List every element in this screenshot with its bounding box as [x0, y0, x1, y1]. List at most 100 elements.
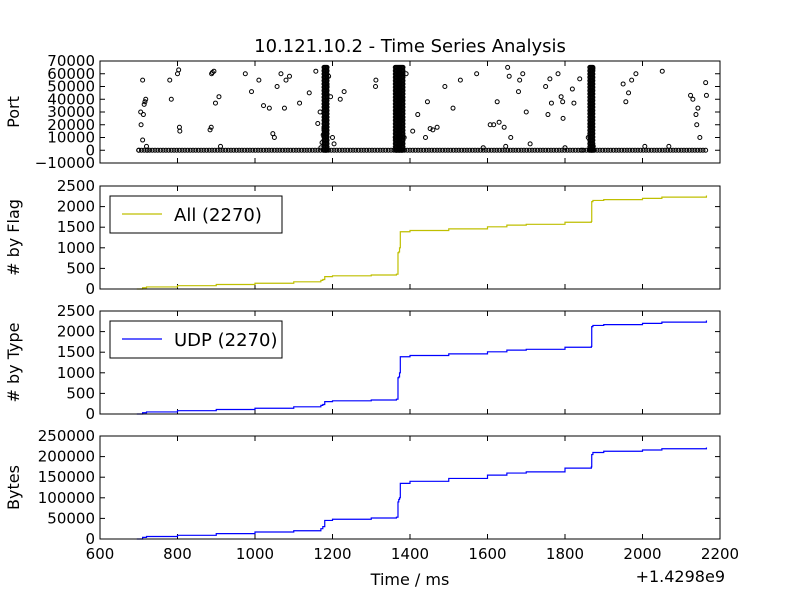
port-point — [635, 147, 641, 153]
port-point — [590, 98, 596, 104]
port-point — [331, 141, 337, 147]
port-point — [138, 147, 144, 153]
port-point — [400, 131, 406, 137]
port-point — [209, 147, 215, 153]
x-tick-label: 2000 — [623, 545, 661, 563]
port-point — [480, 147, 486, 153]
port-point — [590, 134, 596, 140]
port-point — [623, 99, 629, 105]
port-point — [400, 134, 406, 140]
by-type-ytick-label: 2000 — [57, 323, 95, 341]
port-point — [545, 147, 551, 153]
port-point — [681, 147, 687, 153]
port-point — [464, 147, 470, 153]
port-point — [400, 107, 406, 113]
port-point — [686, 147, 692, 153]
by-flag-series-line — [136, 195, 708, 290]
port-point — [242, 147, 248, 153]
port-point — [605, 147, 611, 153]
port-point — [266, 105, 272, 111]
port-point — [700, 147, 706, 153]
port-point — [570, 147, 576, 153]
port-point — [223, 147, 229, 153]
port-point — [590, 71, 596, 77]
port-point — [578, 147, 584, 153]
port-point — [453, 147, 459, 153]
port-ytick-label: 10000 — [47, 129, 95, 147]
port-point — [521, 147, 527, 153]
port-point — [350, 147, 356, 153]
port-point — [502, 147, 508, 153]
port-point — [676, 147, 682, 153]
port-point — [590, 137, 596, 143]
x-tick-label: 1400 — [391, 545, 429, 563]
port-point — [543, 147, 549, 153]
x-tick-label: 1600 — [468, 545, 506, 563]
port-point — [163, 147, 169, 153]
port-point — [494, 99, 500, 105]
port-point — [474, 71, 480, 77]
panel-by-type: 0 500 1000 1500 2000 2500 # by Type UDP (2270) — [4, 302, 721, 423]
port-point — [624, 147, 630, 153]
port-point — [324, 111, 330, 117]
port-point — [269, 147, 275, 153]
port-point — [198, 147, 204, 153]
port-point — [282, 147, 288, 153]
port-point — [572, 147, 578, 153]
port-point — [400, 117, 406, 123]
port-point — [143, 96, 149, 102]
port-point — [478, 147, 484, 153]
port-point — [695, 105, 701, 111]
port-point — [620, 81, 626, 87]
port-point — [590, 117, 596, 123]
port-point — [373, 77, 379, 83]
port-point — [472, 147, 478, 153]
port-point — [285, 147, 291, 153]
port-ytick-label: 70000 — [47, 52, 95, 70]
port-point — [400, 121, 406, 127]
port-point — [339, 147, 345, 153]
port-point — [140, 112, 146, 118]
port-point — [684, 147, 690, 153]
port-point — [556, 147, 562, 153]
port-point — [138, 122, 144, 128]
port-point — [324, 107, 330, 113]
port-point — [324, 144, 330, 150]
port-point — [296, 147, 302, 153]
port-point — [214, 147, 220, 153]
port-point — [140, 137, 146, 143]
port-point — [524, 147, 530, 153]
port-point — [491, 122, 497, 128]
port-point — [330, 135, 335, 140]
port-point — [431, 147, 437, 153]
port-point — [590, 121, 596, 127]
port-point — [201, 147, 207, 153]
port-point — [141, 147, 147, 153]
port-point — [337, 96, 343, 102]
port-point — [231, 147, 237, 153]
port-point — [505, 147, 511, 153]
port-point — [496, 119, 502, 125]
port-point — [659, 147, 665, 153]
port-point — [560, 115, 566, 121]
bytes-ytick-label: 250000 — [38, 427, 95, 445]
port-point — [204, 147, 210, 153]
port-point — [613, 147, 619, 153]
port-point — [600, 147, 606, 153]
port-ytick-label: 40000 — [47, 90, 95, 108]
port-point — [547, 76, 553, 82]
port-point — [141, 101, 147, 107]
port-point — [304, 147, 310, 153]
port-point — [324, 98, 330, 104]
port-point — [590, 74, 596, 80]
port-point — [590, 124, 596, 130]
by-type-axes-frame — [99, 310, 721, 415]
port-point — [144, 147, 150, 153]
port-ytick-label: 20000 — [47, 116, 95, 134]
port-point — [659, 68, 665, 74]
port-point — [638, 147, 644, 153]
port-point — [179, 147, 185, 153]
port-point — [324, 121, 330, 127]
port-point — [608, 147, 614, 153]
